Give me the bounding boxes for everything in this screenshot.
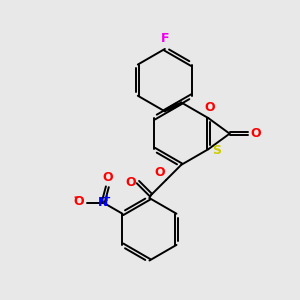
Text: O: O — [250, 127, 261, 140]
Text: O: O — [74, 196, 84, 208]
Text: O: O — [204, 101, 215, 115]
Text: O: O — [125, 176, 136, 189]
Text: O: O — [103, 171, 113, 184]
Text: S: S — [212, 144, 221, 157]
Text: N: N — [98, 196, 108, 209]
Text: -: - — [74, 191, 79, 204]
Text: +: + — [103, 194, 111, 203]
Text: F: F — [160, 32, 169, 45]
Text: O: O — [154, 166, 165, 179]
